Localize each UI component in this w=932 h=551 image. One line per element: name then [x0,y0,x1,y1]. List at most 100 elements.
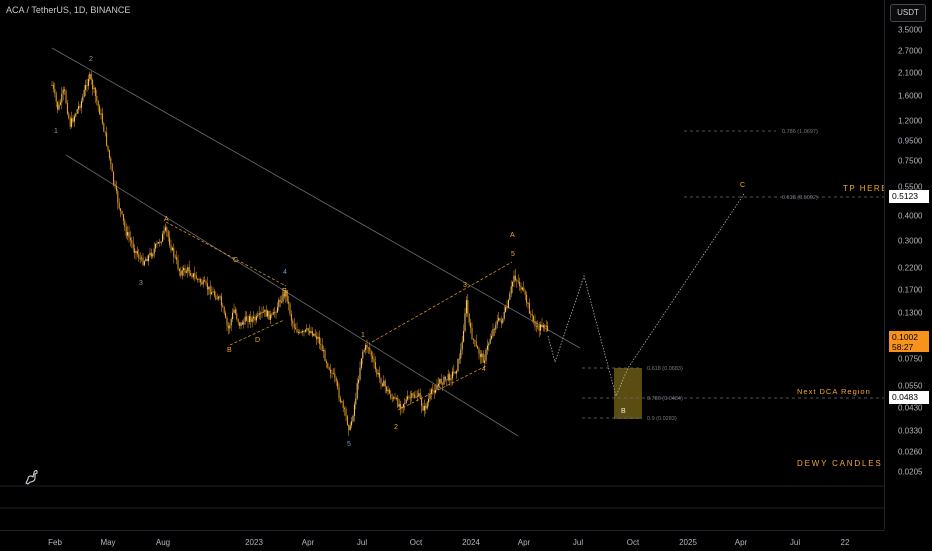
candle-body [402,404,404,407]
candle-body [538,325,540,331]
candle-body [73,116,75,122]
candle-body [171,247,173,251]
candle-body [170,245,172,251]
candle-body [342,401,344,408]
wave-label-big-b: B [621,408,626,415]
dino-logo-icon[interactable] [22,466,42,486]
candle-body [464,313,466,331]
symbol-title[interactable]: ACA / TetherUS, 1D, BINANCE [6,5,131,15]
candle-body [479,353,481,358]
candle-body [481,353,483,358]
candle-body [150,252,152,257]
candle-body [519,281,521,286]
candle-body [488,343,490,346]
candle-body [383,380,385,387]
price-scale[interactable]: 3.5000 2.7000 2.1000 1.6000 1.2000 0.9500 0.75… [884,0,932,530]
candle-body [512,282,514,287]
candle-body [530,313,532,315]
candle-body [408,396,410,398]
candle-body [474,339,476,342]
candle-body [80,101,82,108]
channel-lower-line[interactable] [65,154,519,437]
candle-body [338,387,340,399]
candle-body [191,275,193,278]
candle-body [202,280,204,285]
wave-label-b: B [227,347,232,354]
candle-body [369,347,371,352]
candle-body [304,329,306,332]
candle-body [211,292,213,295]
candle-body [148,255,150,262]
triangle-upper-line[interactable] [165,221,287,287]
candle-body [169,237,171,246]
candle-body [471,327,473,340]
price-scale-label: 0.2200 [898,263,923,273]
dca-zone[interactable] [614,368,642,419]
candle-body [58,104,60,110]
tp-here-label: TP HERE [843,184,884,193]
candle-body [219,296,221,298]
currency-button[interactable]: USDT [890,4,926,22]
candle-body [363,349,365,352]
candle-body [456,371,458,374]
price-scale-label: 2.1000 [898,68,923,78]
candle-body [391,398,393,399]
candle-body [176,257,178,260]
wave-label-2: 2 [89,56,93,63]
wave-label-big-c: C [740,182,745,189]
time-scale-label: Feb [48,538,62,547]
candle-body [323,350,325,352]
candle-body [401,406,403,409]
chart-area[interactable]: 0.786 (1.0697) 0.618 (0.5002) 0.618 (0.0… [0,0,887,530]
candle-body [260,312,262,314]
price-scale-label: 0.0330 [898,426,923,436]
candle-body [89,73,91,80]
candle-body [460,349,462,359]
candle-body [544,325,546,327]
candle-body [365,344,367,350]
channel-upper-line[interactable] [51,47,581,349]
candle-body [254,316,256,321]
candle-body [108,149,110,159]
chart-canvas[interactable]: 0.786 (1.0697) 0.618 (0.5002) 0.618 (0.0… [0,0,887,530]
candle-body [433,390,435,393]
candle-body [86,85,88,87]
candle-body [470,322,472,328]
candle-body [236,313,238,320]
price-scale-label: 0.9500 [898,136,923,146]
candle-body [307,328,309,331]
wave-channel-upper[interactable] [371,261,513,343]
candle-body [177,259,179,269]
candle-body [404,403,406,405]
candle-body [370,351,372,357]
wave-label-3: 3 [139,280,143,287]
wave-label-e: E [282,288,287,295]
candle-body [506,307,508,308]
candle-body [166,227,168,232]
candle-body [185,271,187,273]
candle-body [79,106,81,108]
candle-body [248,316,250,322]
candle-body [352,415,354,422]
candle-body [436,385,438,390]
candle-body [374,362,376,370]
time-scale[interactable]: Feb May Aug 2023 Apr Jul Oct 2024 Apr Jul Oct 2025 A… [0,530,884,551]
candle-body [101,113,103,124]
candle-body [376,369,378,375]
projection-path[interactable] [547,193,745,398]
wave-channel-lower[interactable] [397,365,487,411]
candle-body [124,220,126,228]
time-scale-label: Apr [734,538,748,547]
candle-body [351,421,353,426]
candle-body [398,404,400,407]
candle-body [209,286,211,295]
candle-body [118,202,120,209]
price-scale-label: 0.5500 [898,182,923,192]
dewy-candles-label: DEWY CANDLES [797,459,882,468]
candle-body [381,383,383,387]
candle-body [446,379,448,381]
candle-body [482,353,484,363]
price-candles[interactable] [51,71,549,436]
tp-price-badge: 0.5123 [889,190,929,203]
wave-label-n1: 1 [361,332,365,339]
